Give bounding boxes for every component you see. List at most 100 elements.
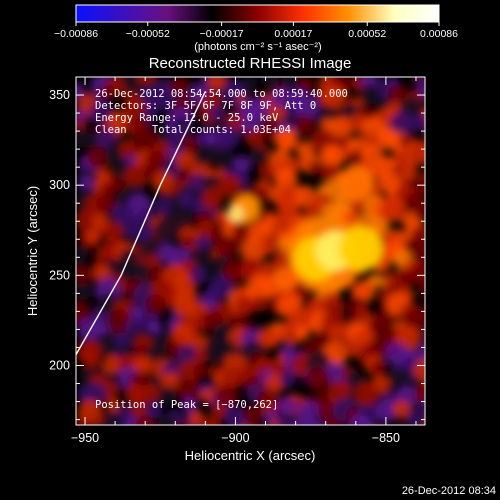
heatmap-cell	[362, 421, 376, 425]
heatmap-cell	[158, 413, 176, 425]
heatmap-cell	[147, 320, 162, 336]
heatmap-cell	[245, 128, 263, 147]
axis-ticks: −950−900−850−800200250300350	[49, 76, 425, 445]
heatmap-cell	[306, 367, 331, 391]
heatmap-cell	[413, 179, 425, 197]
heatmap-cell	[142, 383, 162, 403]
heatmap-cell	[205, 286, 220, 301]
heatmap-cell	[210, 403, 227, 420]
colorbar-tick-label: −0.00017	[200, 28, 244, 40]
heatmap-cell	[405, 410, 423, 425]
heatmap-cell	[203, 337, 229, 363]
heatmap-cell	[233, 155, 252, 174]
heatmap-cell	[158, 386, 177, 405]
heatmap-cell	[208, 104, 226, 122]
heatmap-cell	[95, 192, 118, 215]
heatmap-cell	[330, 117, 353, 140]
heatmap-cell	[422, 85, 425, 100]
heatmap-cell	[418, 273, 425, 296]
heatmap-cell	[79, 366, 94, 382]
heatmap-cell	[124, 163, 149, 188]
heatmap-cell	[414, 383, 425, 407]
heatmap-cell	[218, 174, 242, 198]
heatmap-cell	[130, 399, 149, 419]
emission-source	[337, 165, 374, 202]
heatmap-cell	[214, 235, 240, 261]
plot-frame	[75, 76, 426, 426]
heatmap-image	[76, 77, 443, 425]
heatmap-cell	[84, 382, 107, 405]
heatmap-cell	[133, 415, 156, 425]
heatmap-cell	[271, 106, 287, 122]
heatmap-cell	[242, 405, 262, 425]
colorbar-tick-label: 0.00052	[348, 28, 386, 40]
annotation-clean: Clean Total counts: 1.03E+04	[95, 124, 291, 136]
heatmap-cell	[181, 134, 201, 153]
y-tick-label: 350	[49, 88, 70, 102]
heatmap-cell	[235, 296, 256, 317]
y-tick-label: 200	[49, 358, 70, 372]
heatmap-cell	[426, 126, 443, 143]
emission-source	[273, 266, 298, 291]
heatmap-cell	[328, 324, 350, 346]
heatmap-cell	[189, 266, 208, 285]
heatmap-cell	[354, 381, 380, 407]
heatmap-cell	[178, 191, 196, 209]
heatmap-cell	[399, 268, 417, 286]
heatmap-cell	[295, 325, 310, 340]
heatmap-cell	[194, 235, 211, 252]
heatmap-cell	[425, 154, 442, 171]
heatmap-cell	[293, 114, 316, 137]
heatmap-cell	[204, 143, 223, 163]
x-tick-label: −850	[372, 431, 400, 445]
heatmap-cell	[115, 191, 131, 207]
heatmap-cell	[89, 101, 113, 126]
emission-source	[227, 205, 244, 222]
peak-position-label: Position of Peak = [−870,262]	[95, 399, 278, 411]
colorbar-tick-label: −0.00086	[54, 28, 98, 40]
heatmap-cell	[423, 419, 425, 425]
x-axis-label: Heliocentric X (arcsec)	[185, 448, 316, 463]
heatmap-cell	[308, 160, 323, 176]
y-tick-label: 250	[49, 268, 70, 282]
heatmap-cell	[306, 349, 332, 375]
heatmap-cell	[77, 175, 95, 192]
heatmap-cell	[217, 151, 238, 172]
heatmap-cell	[132, 355, 154, 377]
heatmap-cell	[173, 116, 189, 132]
heatmap-cell	[102, 354, 123, 375]
heatmap-cell	[106, 398, 122, 414]
colorbar	[75, 4, 440, 23]
heatmap-cell	[228, 416, 249, 425]
heatmap-cell	[100, 182, 116, 197]
heatmap-cell	[145, 401, 163, 419]
x-tick-label: −900	[221, 431, 249, 445]
heatmap-cell	[176, 378, 203, 405]
heatmap-cell	[252, 295, 269, 312]
colorbar-unit: (photons cm⁻² s⁻¹ asec⁻²)	[194, 41, 321, 53]
heatmap-cell	[277, 397, 298, 418]
heatmap-cell	[215, 125, 240, 150]
heatmap-cell	[424, 342, 425, 346]
chart-title: Reconstructed RHESSI Image	[149, 55, 352, 72]
heatmap-cell	[370, 360, 387, 377]
heatmap-cell	[86, 146, 110, 170]
heatmap-cell	[307, 420, 327, 425]
heatmap-cell	[367, 340, 385, 359]
heatmap-cell	[392, 400, 412, 419]
heatmap-cell	[249, 146, 267, 164]
heatmap-cell	[294, 95, 320, 121]
heatmap-cell	[279, 371, 296, 388]
heatmap-cell	[318, 402, 338, 422]
heatmap-cell	[145, 101, 160, 116]
heatmap-cell	[154, 215, 180, 242]
x-tick-label: −950	[71, 431, 99, 445]
heatmap-cell	[96, 126, 118, 149]
heatmap-cell	[145, 345, 162, 362]
heatmap-cell	[353, 279, 376, 302]
colorbar-tick-label: 0.00086	[420, 28, 458, 40]
heatmap-cell	[101, 221, 124, 244]
heatmap-cell	[76, 282, 92, 301]
heatmap-cell	[368, 315, 392, 339]
